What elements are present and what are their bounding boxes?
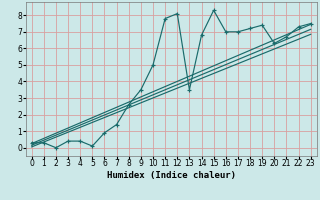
X-axis label: Humidex (Indice chaleur): Humidex (Indice chaleur) [107,171,236,180]
